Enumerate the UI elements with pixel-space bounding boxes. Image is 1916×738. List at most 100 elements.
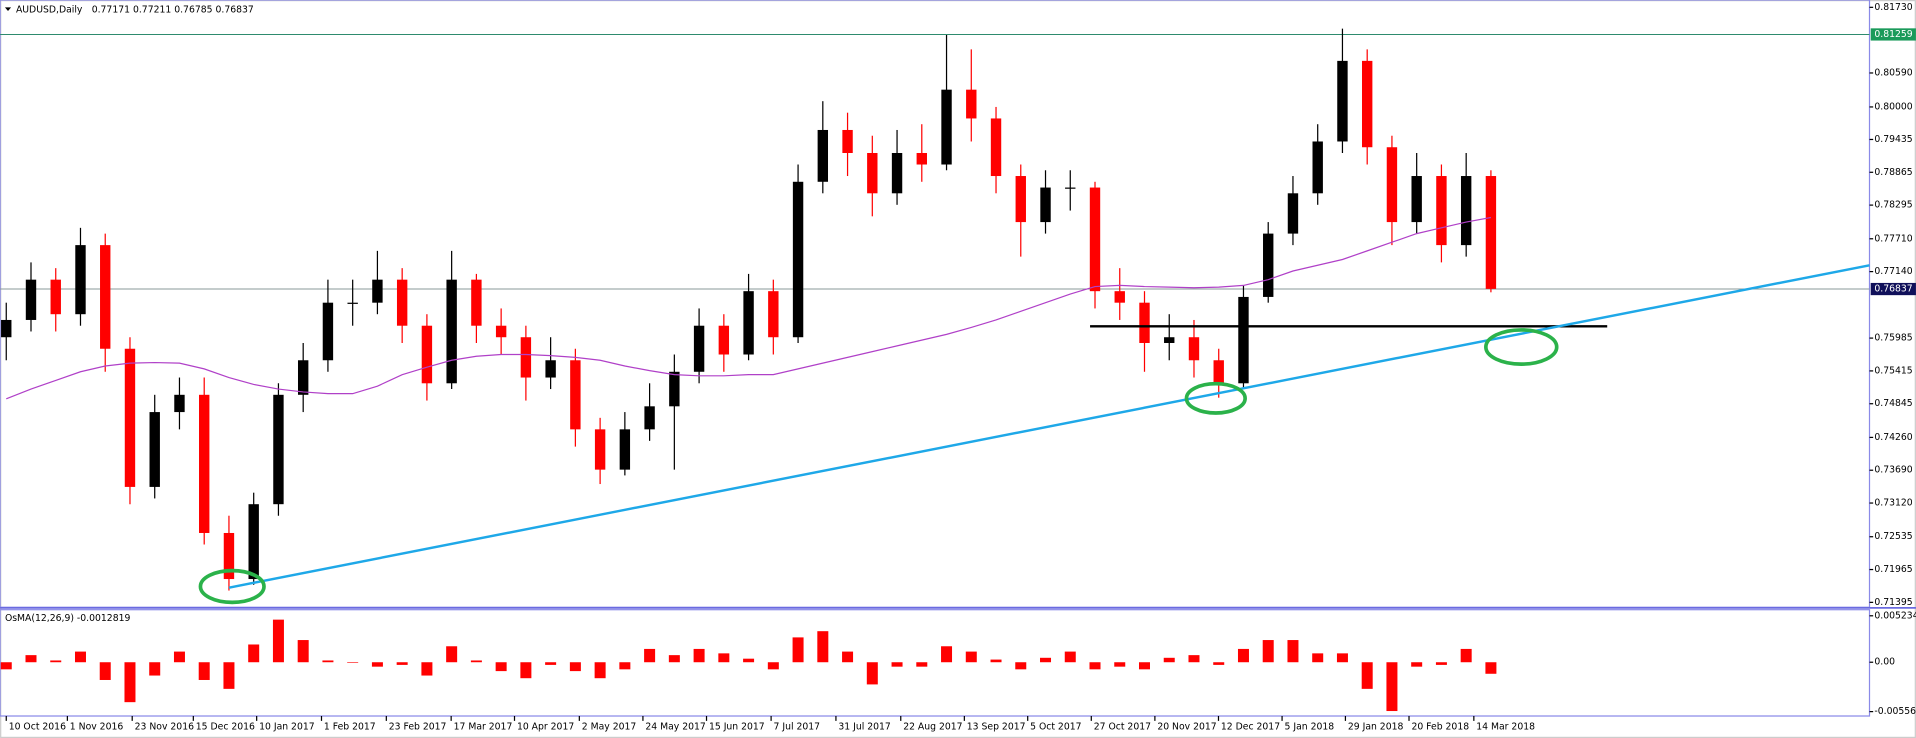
osma-bar	[1040, 657, 1052, 663]
candle-body	[1114, 291, 1125, 303]
candle-body	[990, 118, 1002, 177]
x-tick-label: 7 Jul 2017	[774, 722, 821, 733]
candle-body	[50, 279, 61, 315]
osma-bar	[248, 644, 260, 663]
candle-body	[1015, 176, 1026, 223]
osma-bar	[1262, 640, 1274, 663]
osma-bar	[272, 619, 284, 663]
dropdown-icon[interactable]	[4, 7, 12, 11]
x-tick-label: 13 Sep 2017	[967, 722, 1026, 733]
osma-bar	[223, 662, 235, 689]
candle-body	[347, 302, 358, 304]
candle-body	[941, 89, 952, 165]
osma-bar	[1411, 662, 1423, 667]
candle-body	[1312, 141, 1323, 194]
osma-bar	[1213, 662, 1225, 665]
candle-body	[1263, 233, 1274, 297]
symbol-label: AUDUSD,Daily	[16, 4, 83, 15]
candle-body	[842, 129, 853, 153]
osma-bar	[297, 640, 309, 663]
x-tick-label: 31 Jul 2017	[838, 722, 891, 733]
osma-bar	[173, 651, 185, 663]
candle-body	[471, 279, 482, 326]
candle-body	[792, 181, 804, 338]
osma-bar	[668, 655, 680, 663]
candle-body	[396, 279, 408, 326]
osma-bar	[1064, 651, 1076, 663]
x-tick-label: 10 Oct 2016	[9, 722, 66, 733]
osma-bar	[25, 655, 37, 663]
candle-body	[199, 394, 210, 533]
osma-bar	[322, 660, 334, 663]
osma-bar	[371, 662, 383, 667]
osma-bar	[644, 648, 656, 663]
osma-bar	[1089, 662, 1101, 670]
osma-bar	[50, 660, 62, 663]
candle-body	[1287, 193, 1299, 234]
osma-bar	[1114, 662, 1126, 667]
candle-body	[1065, 187, 1076, 189]
osma-bar	[347, 662, 359, 663]
osma-bar	[446, 646, 458, 663]
y-tick-label: 0.73120	[1874, 498, 1912, 509]
osma-bar	[124, 662, 136, 703]
x-tick-label: 22 Aug 2017	[903, 722, 962, 733]
osma-bar	[1237, 648, 1249, 663]
osma-bar	[569, 662, 581, 672]
osma-bar	[396, 662, 408, 665]
candle-body	[1213, 360, 1224, 384]
x-tick-label: 15 Dec 2016	[196, 722, 255, 733]
candle-body	[1337, 60, 1348, 142]
y-tick-label: 0.80000	[1874, 101, 1912, 112]
osma-bar	[1386, 662, 1398, 712]
x-tick-label: 23 Nov 2016	[135, 722, 194, 733]
osma-bar	[842, 651, 854, 663]
y-tick-label: 0.78865	[1874, 167, 1912, 178]
osma-bar	[891, 662, 903, 667]
osma-bar	[1312, 653, 1324, 663]
osma-bar	[693, 648, 705, 663]
osma-bar	[1287, 640, 1299, 663]
candle-body	[149, 412, 160, 487]
candle-body	[248, 504, 259, 580]
osma-bar	[1015, 662, 1027, 670]
osma-bar	[149, 662, 161, 676]
y-tick-label: 0.78295	[1874, 200, 1912, 211]
x-tick-label: 5 Jan 2018	[1285, 722, 1335, 733]
y-tick-label: 0.005234	[1874, 610, 1916, 621]
y-tick-label: 0.74260	[1874, 432, 1912, 443]
osma-bar	[545, 662, 557, 665]
osma-bar	[743, 658, 755, 663]
x-tick-label: 20 Feb 2018	[1411, 722, 1469, 733]
y-tick-label: 0.72535	[1874, 531, 1912, 542]
candle-body	[891, 152, 903, 194]
candle-body	[1238, 296, 1249, 384]
candle-body	[545, 360, 556, 378]
x-tick-label: 5 Oct 2017	[1030, 722, 1081, 733]
x-tick-label: 10 Jan 2017	[259, 722, 315, 733]
osma-bar	[1163, 657, 1175, 663]
candle-body	[1139, 302, 1150, 343]
y-tick-label: 0.71395	[1874, 597, 1912, 608]
osma-bar	[1435, 662, 1447, 665]
x-tick-label: 15 Jun 2017	[709, 722, 765, 733]
y-tick-label: 0.81730	[1874, 2, 1912, 13]
osma-bar	[916, 662, 928, 667]
candle-body	[174, 394, 185, 413]
osma-bar	[594, 662, 606, 679]
y-tick-label: -0.005564	[1874, 706, 1916, 717]
x-tick-label: 12 Dec 2017	[1221, 722, 1280, 733]
osma-bar	[718, 653, 730, 663]
osma-bar	[421, 662, 433, 676]
candle-body	[1, 319, 12, 338]
y-tick-label: 0.00	[1874, 657, 1895, 668]
candle-body	[446, 279, 457, 384]
x-tick-label: 10 Apr 2017	[517, 722, 574, 733]
candle-body	[1089, 187, 1101, 292]
x-tick-label: 2 May 2017	[582, 722, 637, 733]
price-level-label: 0.76837	[1874, 284, 1912, 295]
x-tick-label: 14 Mar 2018	[1476, 722, 1535, 733]
candle-body	[372, 279, 383, 303]
y-tick-label: 0.77710	[1874, 233, 1912, 244]
